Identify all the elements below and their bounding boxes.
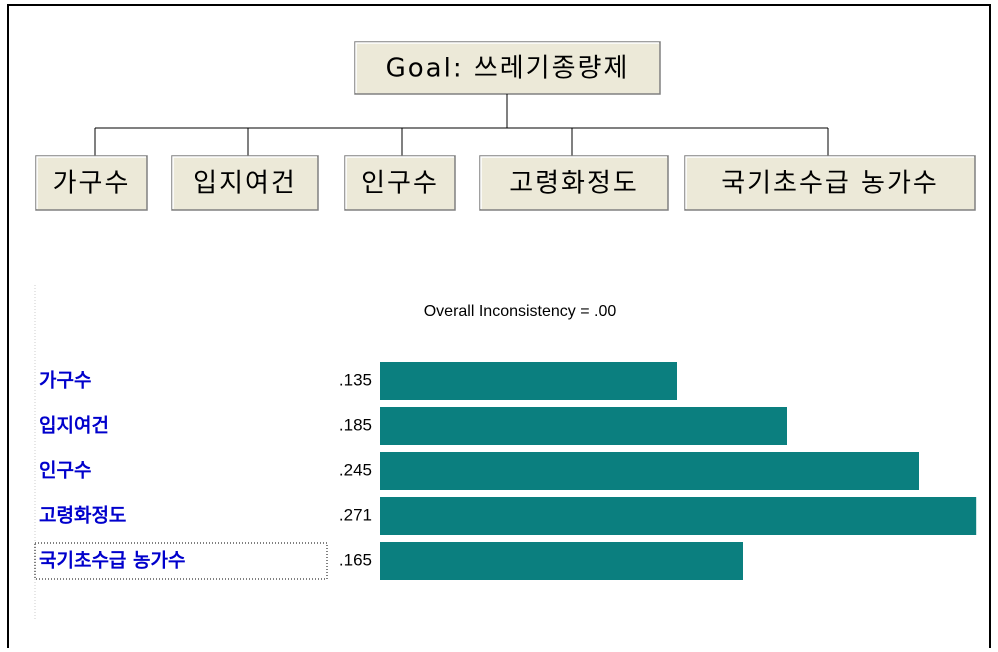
focus-outline <box>34 542 328 580</box>
category-label[interactable]: 고령화정도 <box>39 505 126 527</box>
bar <box>380 362 677 400</box>
node-highlight <box>480 156 667 209</box>
node-highlight <box>355 42 659 93</box>
chart: 가구수 .135 입지여건 .185 인구수 .245 고령화정도 .271 국기초수급 농가수… <box>34 362 977 580</box>
category-label[interactable]: 가구수 <box>39 370 91 392</box>
chart-title: Overall Inconsistency = .00 <box>424 303 617 320</box>
value-label: .245 <box>339 460 372 479</box>
bar <box>380 497 977 535</box>
node-label: Goal: 쓰레기종량제 <box>386 54 630 84</box>
node-label: 입지여건 <box>193 169 297 199</box>
value-label: .271 <box>339 505 372 524</box>
node-box <box>171 155 319 211</box>
value-label: .165 <box>339 550 372 569</box>
node-box <box>344 155 456 211</box>
node-box <box>479 155 669 211</box>
value-label: .135 <box>339 370 372 389</box>
node-box <box>35 155 148 211</box>
goal-node[interactable]: Goal: 쓰레기종량제 <box>354 41 661 95</box>
window-frame <box>7 4 991 648</box>
bar <box>380 542 743 580</box>
criterion-node[interactable]: 고령화정도 <box>479 155 669 211</box>
criterion-node[interactable]: 가구수 <box>35 155 148 211</box>
bar <box>380 452 919 490</box>
node-highlight <box>685 156 974 209</box>
node-label: 국기초수급 농가수 <box>721 169 939 199</box>
node-highlight <box>36 156 146 209</box>
criterion-node[interactable]: 인구수 <box>344 155 456 211</box>
criterion-node[interactable]: 국기초수급 농가수 <box>684 155 976 211</box>
node-label: 인구수 <box>361 169 439 199</box>
node-highlight <box>172 156 317 209</box>
category-label[interactable]: 인구수 <box>39 460 91 482</box>
node-box <box>684 155 976 211</box>
node-label: 가구수 <box>53 169 131 199</box>
bar <box>380 407 787 445</box>
criterion-node[interactable]: 입지여건 <box>171 155 319 211</box>
category-label[interactable]: 국기초수급 농가수 <box>39 550 185 572</box>
category-label[interactable]: 입지여건 <box>39 415 109 437</box>
node-label: 고령화정도 <box>509 169 639 199</box>
value-label: .185 <box>339 415 372 434</box>
node-highlight <box>345 156 454 209</box>
